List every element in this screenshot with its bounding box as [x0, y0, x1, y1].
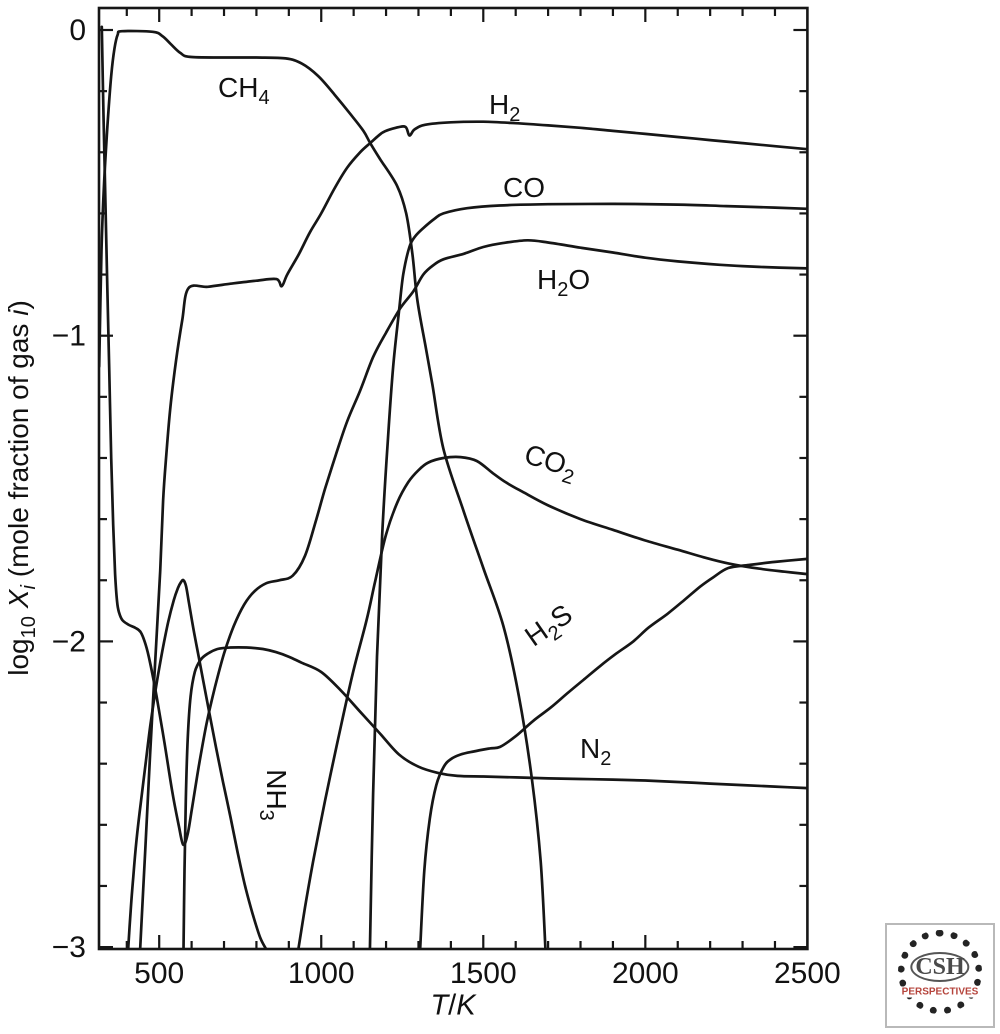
- label-ch4: CH4​: [218, 72, 270, 109]
- curve-co: [368, 202, 808, 949]
- y-tick-label--2: −2: [52, 625, 86, 658]
- x-tick-label-1000: 1000: [288, 957, 355, 990]
- axis-ticks: [99, 8, 808, 949]
- label-h2: H2​: [489, 89, 520, 126]
- curve-nh3: [126, 578, 268, 949]
- series-labels: CH4​ H2​ CO H2​O CO2​ H2​S N2​ NH3​: [218, 72, 611, 821]
- x-axis-title: T/K: [430, 989, 476, 1022]
- label-nh3: NH3​: [255, 769, 292, 821]
- label-h2s: H2​S: [519, 598, 581, 657]
- y-tick-label--1: −1: [52, 320, 86, 353]
- x-tick-label-2500: 2500: [774, 957, 841, 990]
- x-tick-label-1500: 1500: [450, 957, 517, 990]
- csh-perspectives-logo: CSH PERSPECTIVES: [885, 923, 995, 1028]
- curve-h2: [138, 120, 808, 949]
- curve-n2: [182, 646, 808, 949]
- curve-h2s: [418, 557, 808, 949]
- label-co: CO: [503, 172, 545, 203]
- logo-perspectives-text: PERSPECTIVES: [900, 986, 980, 998]
- chain-ring-icon: [898, 930, 982, 1015]
- plot-frame: [97, 6, 809, 951]
- y-axis-title: log10 Xi (mole fraction of gas i): [3, 300, 40, 676]
- label-co2: CO2​: [519, 438, 581, 489]
- label-n2: N2​: [580, 733, 611, 770]
- curve-h2o: [100, 25, 808, 847]
- tick-labels: 500 1000 1500 2000 2500 0 −1 −2 −3: [52, 14, 841, 990]
- label-h2o: H2​O: [537, 264, 590, 301]
- y-tick-label--3: −3: [52, 931, 86, 964]
- curve-ch4: [99, 29, 547, 949]
- x-tick-label-500: 500: [134, 957, 184, 990]
- logo-csh-text: CSH: [910, 952, 970, 983]
- curves: [99, 25, 808, 949]
- x-tick-label-2000: 2000: [612, 957, 679, 990]
- y-tick-label-0: 0: [69, 14, 86, 47]
